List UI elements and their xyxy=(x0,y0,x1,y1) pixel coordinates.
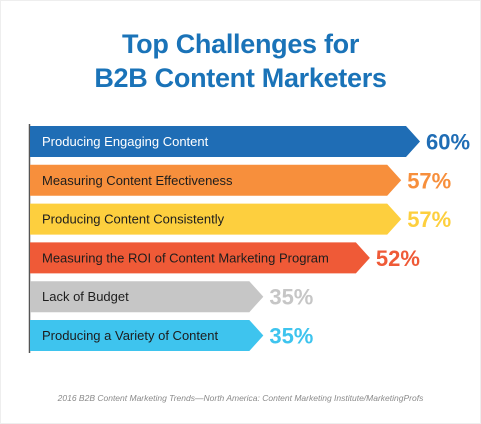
bar-group: Lack of Budget 35% xyxy=(30,281,313,313)
bar-group: Measuring the ROI of Content Marketing P… xyxy=(30,242,420,274)
category-label: Lack of Budget xyxy=(42,289,129,304)
bar xyxy=(30,164,402,196)
source-note: 2016 B2B Content Marketing Trends—North … xyxy=(57,393,424,403)
bar-group: Producing Engaging Content 60% xyxy=(30,126,470,157)
chart-title-line-2: B2B Content Marketers xyxy=(94,63,387,93)
category-label: Producing Content Consistently xyxy=(42,212,225,227)
bar xyxy=(30,242,370,274)
bar-group: Producing a Variety of Content 35% xyxy=(30,320,313,351)
category-label: Producing Engaging Content xyxy=(42,134,209,149)
bar xyxy=(30,320,264,351)
value-label: 57% xyxy=(407,207,451,232)
bar-group: Measuring Content Effectiveness 57% xyxy=(30,164,451,196)
value-label: 57% xyxy=(407,168,451,193)
value-label: 35% xyxy=(269,324,313,349)
value-label: 60% xyxy=(426,130,470,155)
bar xyxy=(30,203,402,235)
chart-title-line-1: Top Challenges for xyxy=(121,29,360,59)
value-label: 35% xyxy=(269,285,313,310)
bar-group: Producing Content Consistently 57% xyxy=(30,203,451,235)
bar xyxy=(30,281,264,313)
category-label: Producing a Variety of Content xyxy=(42,328,218,343)
category-label: Measuring Content Effectiveness xyxy=(42,173,233,188)
category-label: Measuring the ROI of Content Marketing P… xyxy=(42,250,329,265)
bar xyxy=(30,126,420,157)
value-label: 52% xyxy=(376,246,420,271)
